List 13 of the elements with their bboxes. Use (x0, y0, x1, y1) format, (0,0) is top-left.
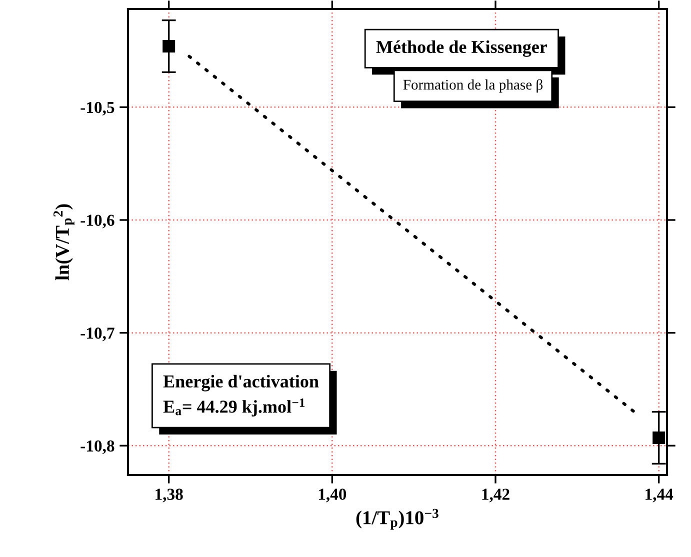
annotation: Energie d'activation E$_{a}$= 44.29 kj.mol$^{−1}$ (163, 374, 319, 416)
x-axis-title: (1/T$_{p}$)10$^{−3}$ (356, 508, 438, 530)
x-tick-label: 1,42 (482, 488, 510, 502)
y-axis-title: ln(V/T$_{p}$$^{2}$) (54, 204, 74, 280)
y-tick-label: -10,8 (80, 440, 114, 454)
annotation: Formation de la phase β (403, 79, 543, 93)
y-tick-label: -10,7 (80, 328, 114, 342)
y-tick-label: -10,5 (80, 102, 114, 116)
y-tick-label: -10,6 (80, 214, 114, 228)
annotation: Méthode de Kissenger (376, 40, 548, 57)
x-tick-label: 1,44 (646, 488, 674, 502)
x-tick-label: 1,40 (318, 488, 346, 502)
x-tick-label: 1,38 (156, 488, 183, 502)
